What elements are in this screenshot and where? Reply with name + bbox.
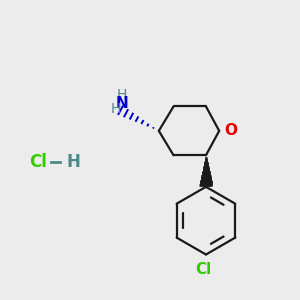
Text: H: H bbox=[110, 102, 121, 116]
Text: H: H bbox=[117, 88, 127, 102]
Text: O: O bbox=[224, 123, 238, 138]
Text: H: H bbox=[66, 153, 80, 171]
Text: Cl: Cl bbox=[29, 153, 47, 171]
Text: N: N bbox=[116, 96, 128, 111]
Text: Cl: Cl bbox=[195, 262, 211, 277]
